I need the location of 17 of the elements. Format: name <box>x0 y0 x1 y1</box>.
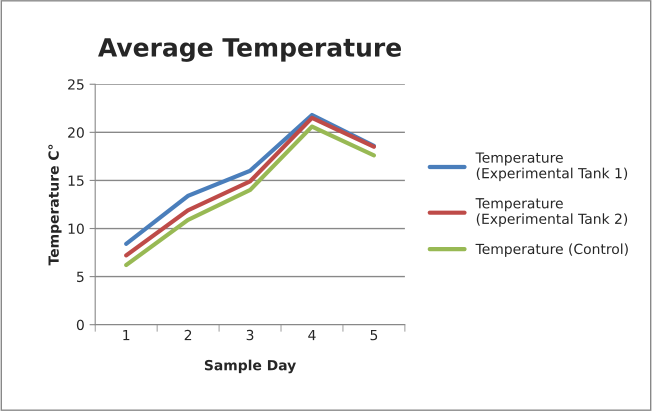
y-tick-label: 10 <box>68 223 84 234</box>
y-axis-title: Temperature C° <box>48 144 62 266</box>
y-tick-label: 20 <box>68 127 84 138</box>
x-tick-label: 4 <box>308 330 316 340</box>
x-tick-label: 2 <box>184 330 192 340</box>
legend-label: Temperature (Control) <box>476 243 628 257</box>
x-axis-title: Sample Day <box>204 360 296 374</box>
chart-title: Average Temperature <box>98 38 401 62</box>
x-tick-label: 1 <box>123 330 130 340</box>
x-tick-label: 5 <box>370 330 378 340</box>
legend-label: Temperature (Experimental Tank 1) <box>476 152 628 182</box>
y-tick-label: 15 <box>68 176 84 186</box>
y-tick-label: 25 <box>68 79 84 90</box>
y-tick-label: 0 <box>76 320 84 330</box>
legend-label: Temperature (Experimental Tank 2) <box>476 198 628 227</box>
y-tick-label: 5 <box>77 272 84 282</box>
x-tick-label: 3 <box>246 330 254 340</box>
